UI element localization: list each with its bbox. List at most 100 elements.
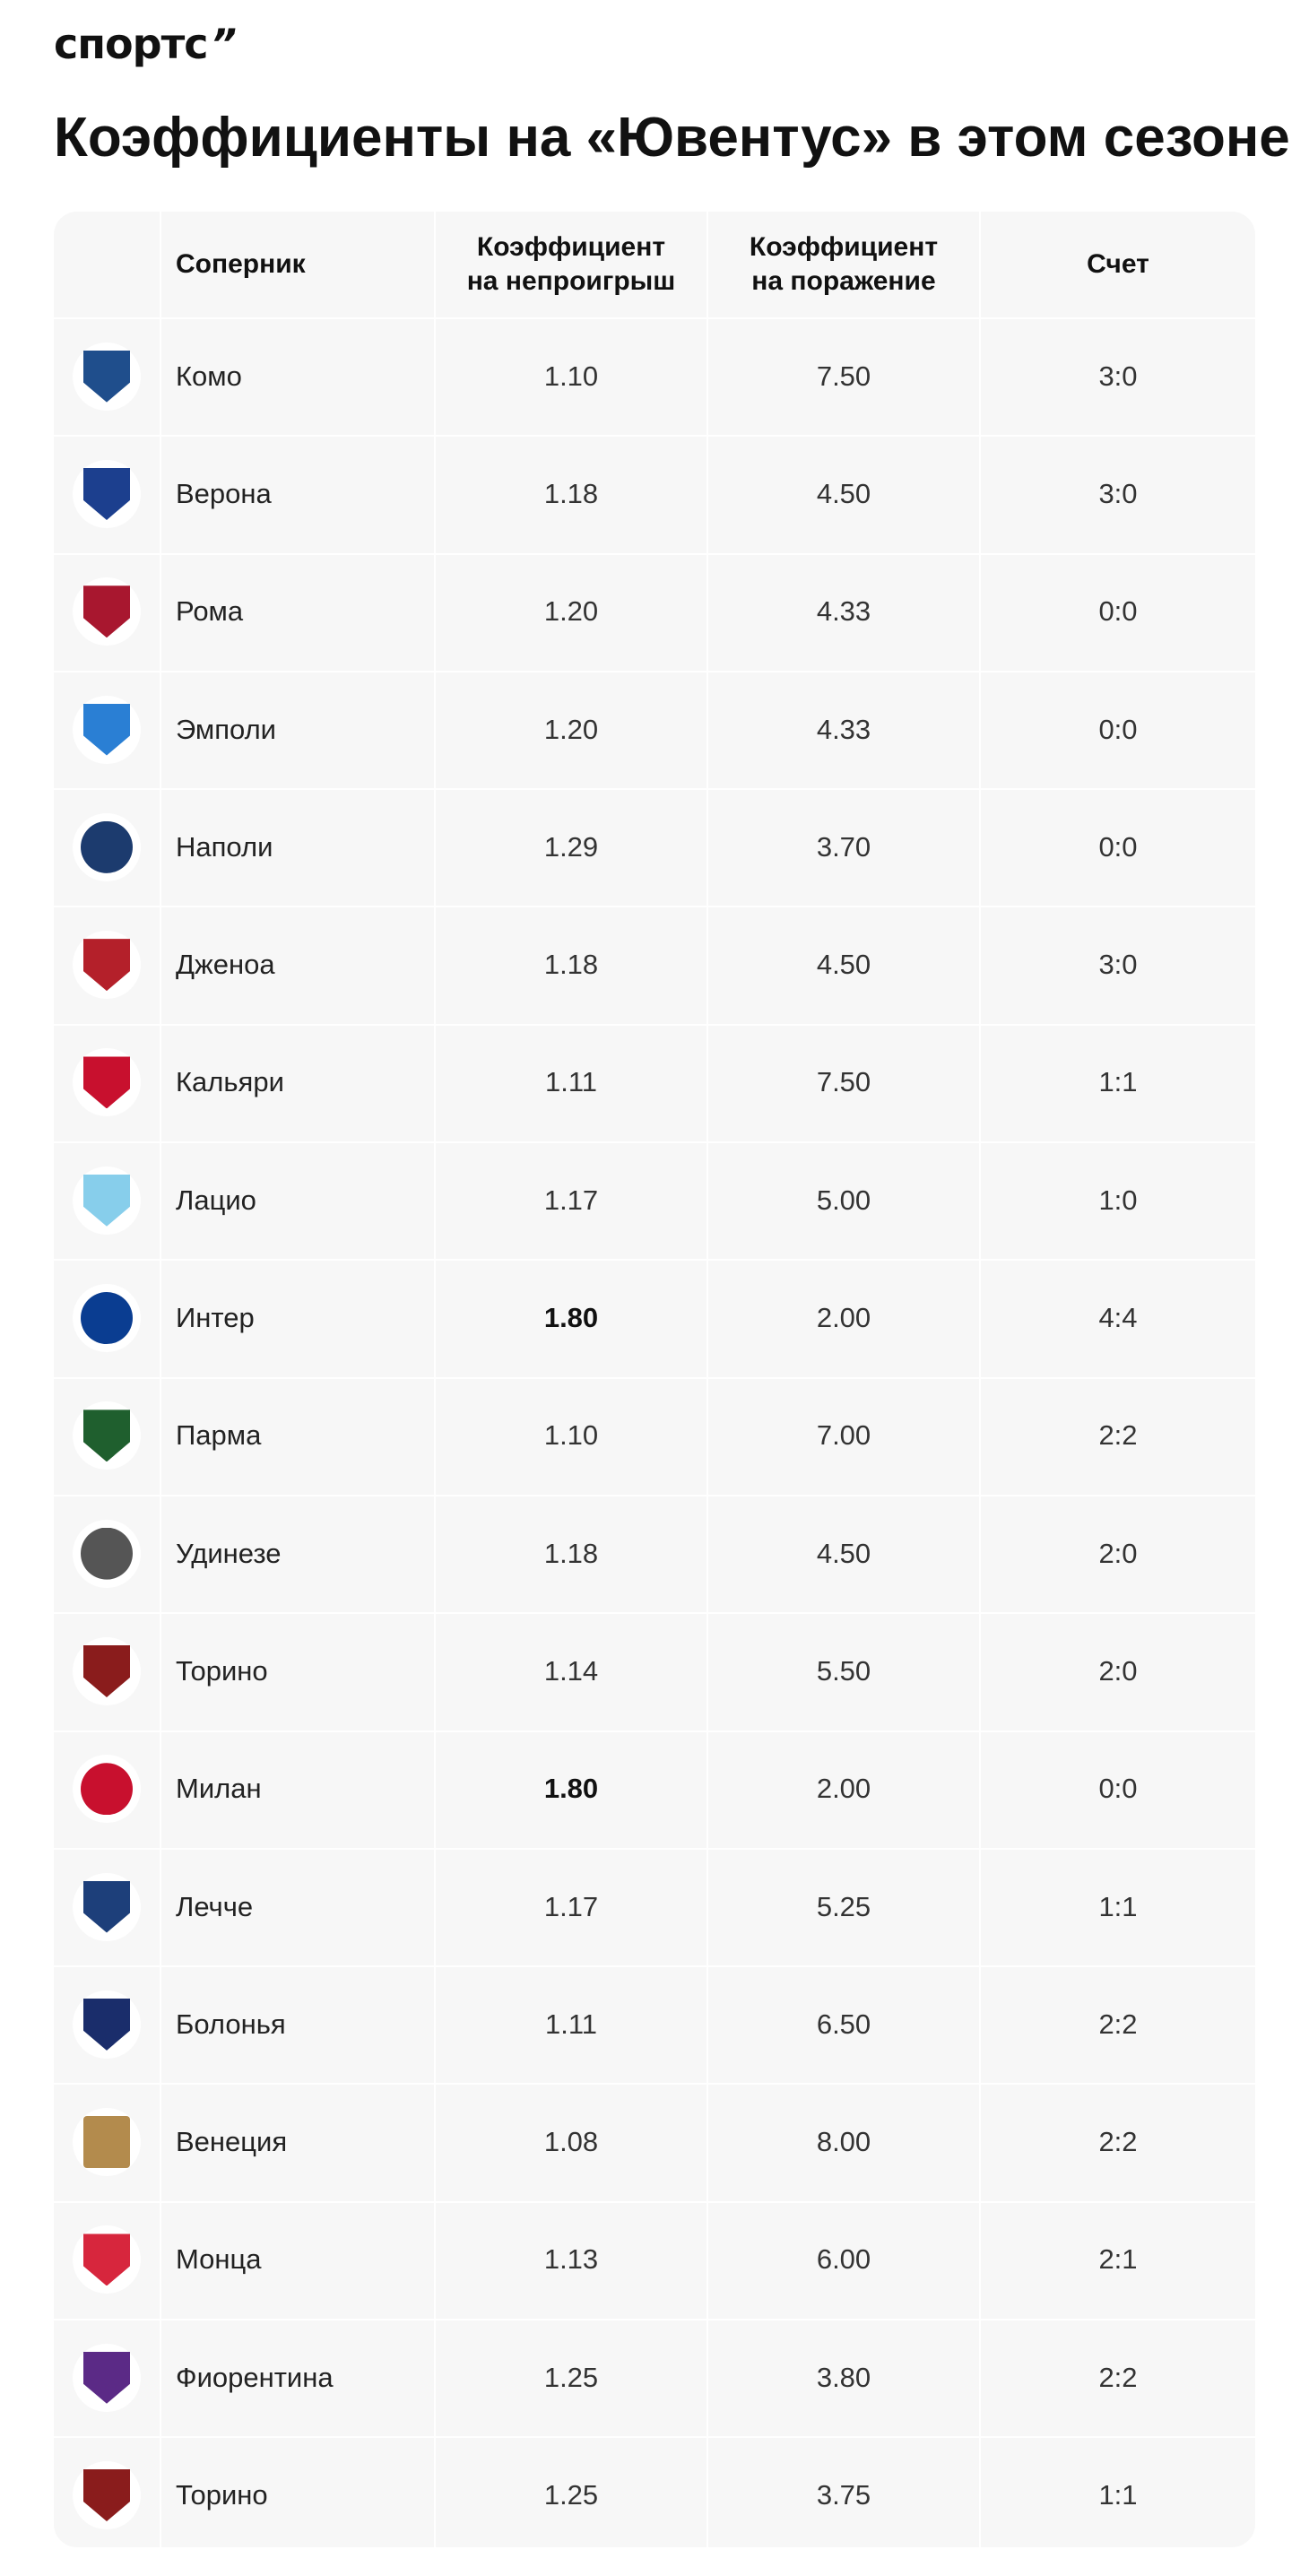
team-crest-icon	[73, 695, 141, 764]
opponent-name: Болонья	[161, 1965, 436, 2084]
match-score: 3:0	[1098, 477, 1138, 509]
header-loss-odds: Коэффициент на поражение	[708, 212, 981, 317]
no-loss-odds: 1.20	[436, 552, 708, 671]
loss-odds: 4.33	[708, 552, 981, 671]
match-score: 2:0	[1098, 1537, 1138, 1569]
crest-shape	[83, 2351, 130, 2404]
no-loss-odds: 1.17	[436, 1141, 708, 1260]
team-crest-icon	[73, 342, 141, 411]
crest-shape	[83, 1409, 130, 1462]
team-crest-icon	[73, 812, 141, 881]
header-loss-label: Коэффициент на поражение	[749, 232, 939, 296]
table-row: Комо 1.10 7.50 3:0	[54, 317, 1255, 438]
loss-odds: 2.00	[708, 1730, 981, 1848]
table-row: Парма 1.10 7.00 2:2	[54, 1376, 1255, 1496]
opponent-name: Торино	[161, 2436, 436, 2547]
opponent-name: Лечче	[161, 1847, 436, 1966]
crest-cell	[54, 788, 161, 906]
match-score: 0:0	[1098, 830, 1138, 863]
crest-shape	[81, 1292, 133, 1345]
team-crest-icon	[73, 1401, 141, 1470]
opponent-name: Монца	[161, 2200, 436, 2320]
opponent-name: Наполи	[161, 788, 436, 906]
opponent-name: Эмполи	[161, 670, 436, 789]
header-score: Счет	[1087, 249, 1149, 279]
opponent-name: Комо	[161, 317, 436, 436]
team-crest-icon	[73, 1872, 141, 1941]
opponent-name: Милан	[161, 1730, 436, 1848]
team-crest-icon	[73, 1519, 141, 1588]
opponent-name: Интер	[161, 1259, 436, 1377]
table-row: Кальяри 1.11 7.50 1:1	[54, 1023, 1255, 1144]
table-row: Венеция 1.08 8.00 2:2	[54, 2083, 1255, 2203]
brand-logo[interactable]: спортс”	[54, 20, 240, 68]
loss-odds: 7.00	[708, 1376, 981, 1495]
no-loss-odds: 1.25	[436, 2436, 708, 2547]
loss-odds: 7.50	[708, 1023, 981, 1142]
table-row: Верона 1.18 4.50 3:0	[54, 435, 1255, 555]
crest-cell	[54, 1612, 161, 1730]
team-crest-icon	[73, 1636, 141, 1705]
team-crest-icon	[73, 2343, 141, 2412]
crest-shape	[83, 350, 130, 403]
crest-cell	[54, 670, 161, 789]
crest-cell	[54, 1965, 161, 2084]
loss-odds: 5.25	[708, 1847, 981, 1966]
loss-odds: 6.50	[708, 1965, 981, 2084]
table-row: Лацио 1.17 5.00 1:0	[54, 1141, 1255, 1262]
odds-table: Соперник Коэффициент на непроигрыш Коэффи…	[54, 212, 1255, 2547]
no-loss-odds: 1.10	[436, 1376, 708, 1495]
no-loss-odds: 1.80	[436, 1259, 708, 1377]
opponent-name: Торино	[161, 1612, 436, 1730]
header-no-loss-odds: Коэффициент на непроигрыш	[436, 212, 708, 317]
match-score: 2:2	[1098, 1419, 1138, 1452]
no-loss-odds: 1.14	[436, 1612, 708, 1730]
match-score: 0:0	[1098, 595, 1138, 628]
loss-odds: 2.00	[708, 1259, 981, 1377]
opponent-name: Кальяри	[161, 1023, 436, 1142]
loss-odds: 3.80	[708, 2319, 981, 2437]
crest-cell	[54, 317, 161, 436]
no-loss-odds: 1.08	[436, 2083, 708, 2201]
header-no-loss-label: Коэффициент на непроигрыш	[466, 232, 676, 296]
match-score: 3:0	[1098, 360, 1138, 392]
loss-odds: 7.50	[708, 317, 981, 436]
table-row: Лечче 1.17 5.25 1:1	[54, 1847, 1255, 1968]
no-loss-odds: 1.18	[436, 1495, 708, 1613]
table-row: Торино 1.25 3.75 1:1	[54, 2436, 1255, 2547]
no-loss-odds: 1.29	[436, 788, 708, 906]
no-loss-odds: 1.11	[436, 1023, 708, 1142]
team-crest-icon	[73, 1990, 141, 2059]
crest-cell	[54, 1023, 161, 1142]
no-loss-odds: 1.18	[436, 906, 708, 1024]
crest-cell	[54, 2200, 161, 2320]
loss-odds: 4.50	[708, 906, 981, 1024]
crest-cell	[54, 906, 161, 1024]
no-loss-odds: 1.18	[436, 435, 708, 553]
crest-shape	[83, 1174, 130, 1227]
crest-cell	[54, 1847, 161, 1966]
match-score: 1:1	[1098, 1890, 1138, 1922]
loss-odds: 8.00	[708, 2083, 981, 2201]
crest-shape	[83, 1644, 130, 1697]
loss-odds: 6.00	[708, 2200, 981, 2320]
match-score: 4:4	[1098, 1302, 1138, 1334]
no-loss-odds: 1.10	[436, 317, 708, 436]
opponent-name: Фиорентина	[161, 2319, 436, 2437]
no-loss-odds: 1.25	[436, 2319, 708, 2437]
crest-cell	[54, 2436, 161, 2547]
match-score: 2:2	[1098, 2126, 1138, 2158]
match-score: 3:0	[1098, 949, 1138, 981]
crest-cell	[54, 2083, 161, 2201]
crest-shape	[83, 1998, 130, 2051]
page-title: Коэффициенты на «Ювентус» в этом сезоне	[54, 107, 1290, 169]
team-crest-icon	[73, 459, 141, 528]
team-crest-icon	[73, 577, 141, 646]
match-score: 2:0	[1098, 1654, 1138, 1687]
crest-cell	[54, 1730, 161, 1848]
loss-odds: 5.50	[708, 1612, 981, 1730]
no-loss-odds: 1.20	[436, 670, 708, 789]
table-row: Дженоа 1.18 4.50 3:0	[54, 906, 1255, 1026]
table-row: Торино 1.14 5.50 2:0	[54, 1612, 1255, 1732]
table-row: Монца 1.13 6.00 2:1	[54, 2200, 1255, 2321]
